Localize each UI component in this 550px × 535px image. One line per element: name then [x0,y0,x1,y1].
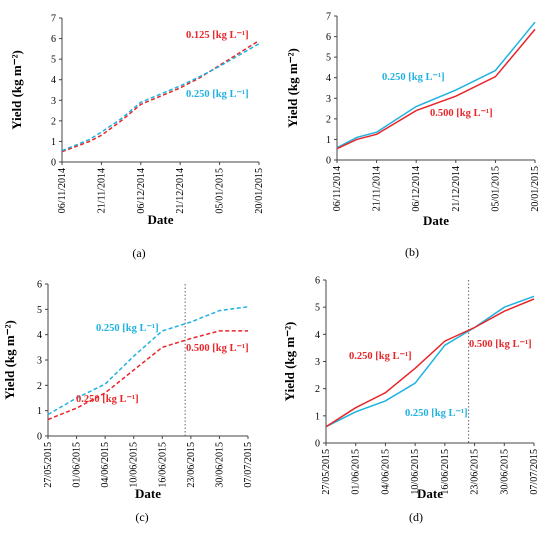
x-tick-label: 06/11/2014 [57,168,68,213]
panel-b: 0 1 2 3 4 5 6 7 06/11/2014 21/11/2014 06/12/2014 21… [285,12,541,260]
series-annotation: 0.250 [kg L⁻¹] [405,408,468,419]
y-tick-label: 5 [315,303,320,314]
y-tick-label: 5 [37,305,42,316]
x-tick-label: 06/12/2014 [136,168,147,214]
series-annotation: 0.500 [kg L⁻¹] [186,343,249,354]
series-line-2 [47,330,248,421]
series-line-2 [336,28,536,150]
series-line-1 [61,39,260,153]
y-tick-label: 2 [326,114,331,125]
panel-a: 0 1 2 3 4 5 6 7 06/11/2014 21/11/2014 06/12/2014 21… [9,14,265,261]
x-tick-label: 30/06/2015 [214,442,225,488]
x-tick-label: 16/06/2015 [440,449,451,495]
x-axis-title: Date [148,212,174,227]
y-tick-label: 3 [51,96,56,107]
y-tick-label: 0 [326,156,331,167]
x-tick-label: 21/12/2014 [175,168,186,214]
panel-label: (c) [135,510,148,524]
x-tick-label: 06/11/2014 [332,166,343,211]
y-tick-label: 1 [315,411,320,422]
y-tick-label: 5 [51,55,56,66]
y-tick-label: 0 [315,439,320,450]
x-tick-label: 27/05/2015 [321,449,332,495]
x-axis-title: Date [423,213,449,228]
x-tick-label: 05/01/2015 [490,166,501,212]
x-tick-label: 06/12/2014 [411,166,422,212]
x-tick-label: 04/06/2015 [380,449,391,495]
x-tick-label: 04/06/2015 [100,442,111,488]
panel-label: (d) [409,510,423,524]
y-tick-label: 2 [315,384,320,395]
x-tick-label: 01/06/2015 [72,442,83,488]
x-tick-label: 27/05/2015 [43,442,54,488]
x-tick-label: 20/01/2015 [254,168,265,214]
series-annotation: 0.250 [kg L⁻¹] [349,351,412,362]
y-tick-label: 0 [37,432,42,443]
y-tick-label: 1 [326,135,331,146]
y-tick-label: 3 [37,356,42,367]
series-annotation: 0.125 [kg L⁻¹] [186,30,249,41]
panel-label: (a) [132,246,145,260]
x-axis-title: Date [135,486,161,501]
y-tick-label: 3 [315,357,320,368]
x-tick-label: 20/01/2015 [530,166,541,212]
series-line-2 [325,298,535,428]
y-tick-label: 7 [51,14,56,25]
y-tick-label: 7 [326,12,331,23]
y-tick-label: 0 [51,158,56,169]
series-annotation: 0.250 [kg L⁻¹] [96,323,159,334]
panel-label: (b) [405,245,419,259]
series-annotation: 0.250 [kg L⁻¹] [186,89,249,100]
y-tick-label: 3 [326,94,331,105]
y-tick-label: 5 [326,53,331,64]
x-tick-label: 23/06/2015 [186,442,197,488]
x-tick-label: 21/11/2014 [372,166,383,211]
x-tick-label: 05/01/2015 [215,168,226,214]
series-annotation: 0.250 [kg L⁻¹] [382,72,445,83]
x-tick-label: 07/07/2015 [529,449,540,495]
x-tick-label: 01/06/2015 [351,449,362,495]
y-tick-label: 4 [51,75,56,86]
y-tick-label: 1 [37,406,42,417]
x-axis-title: Date [417,486,443,501]
series-line-2 [61,43,260,152]
panel-d: 0 1 2 3 4 5 6 27/05/2015 01/06/2015 04/06/2015 10/… [282,276,540,525]
y-axis-title: Yield (kg m⁻²) [2,320,17,400]
series-annotation: 0.250 [kg L⁻¹] [76,394,139,405]
y-tick-label: 4 [315,330,320,341]
y-tick-label: 2 [37,381,42,392]
y-axis-title: Yield (kg m⁻²) [285,48,300,128]
x-tick-label: 30/06/2015 [499,449,510,495]
y-tick-label: 6 [326,32,331,43]
y-tick-label: 6 [37,280,42,291]
series-line-1 [47,306,249,416]
x-tick-label: 10/06/2015 [410,449,421,495]
panel-c: 0 1 2 3 4 5 6 27/05/2015 01/06/2015 04/06/2015 10/… [2,280,254,525]
x-tick-label: 23/06/2015 [470,449,481,495]
y-axis-title: Yield (kg m⁻²) [282,322,297,402]
y-axis-title: Yield (kg m⁻²) [9,50,24,130]
y-tick-label: 2 [51,116,56,127]
series-line-1 [325,295,535,428]
x-tick-label: 21/12/2014 [451,166,462,212]
y-tick-label: 6 [315,276,320,287]
x-tick-label: 21/11/2014 [96,168,107,213]
y-tick-label: 4 [326,73,331,84]
series-annotation: 0.500 [kg L⁻¹] [430,108,493,119]
y-tick-label: 6 [51,34,56,45]
x-tick-label: 07/07/2015 [243,442,254,488]
x-tick-label: 16/06/2015 [157,442,168,488]
series-line-1 [336,21,536,149]
y-tick-label: 4 [37,330,42,341]
series-annotation: 0.500 [kg L⁻¹] [469,339,532,350]
x-tick-label: 10/06/2015 [129,442,140,488]
y-tick-label: 1 [51,137,56,148]
